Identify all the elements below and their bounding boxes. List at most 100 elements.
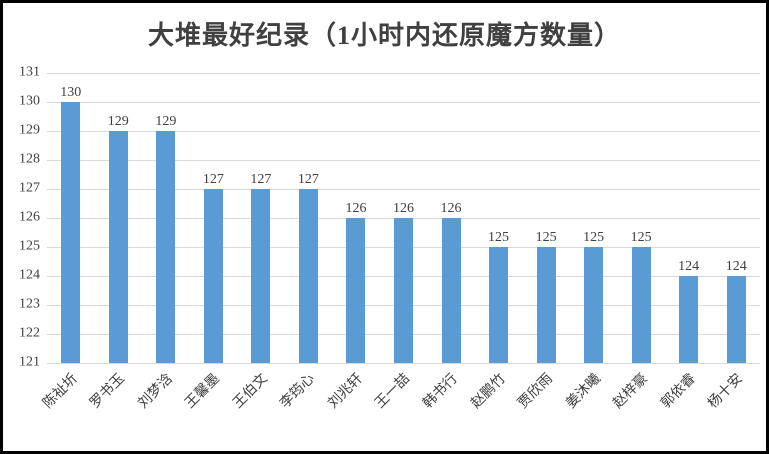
x-cell: 赵梓豪 xyxy=(611,363,665,451)
chart-body: 121 122 123 124 125 126 127 128 129 130 131 130 129… xyxy=(3,65,760,451)
bar-value-label: 130 xyxy=(60,85,82,100)
y-tick-label: 123 xyxy=(19,296,40,312)
bar-value-label: 124 xyxy=(725,259,747,274)
plot-wrap: 130 129 129 127 127 127 126 126 126 125 125 125 125 1… xyxy=(40,73,760,451)
bar-column: 126 xyxy=(427,73,475,363)
bar-value-label: 129 xyxy=(107,114,129,129)
bar-value-label: 124 xyxy=(678,259,700,274)
bar-value-label: 127 xyxy=(250,172,272,187)
bar-column: 126 xyxy=(380,73,428,363)
bar[interactable] xyxy=(203,189,223,363)
bar[interactable] xyxy=(251,189,271,363)
chart-title: 大堆最好纪录（1小时内还原魔方数量） xyxy=(147,21,621,50)
bar-column: 127 xyxy=(237,73,285,363)
bar-value-label: 127 xyxy=(202,172,224,187)
bar-column: 125 xyxy=(570,73,618,363)
y-tick-label: 125 xyxy=(19,238,40,254)
gridline xyxy=(47,189,760,190)
bar[interactable] xyxy=(489,247,509,363)
bar-column: 129 xyxy=(142,73,190,363)
bar[interactable] xyxy=(726,276,746,363)
y-tick-label: 130 xyxy=(19,93,40,109)
bar-value-label: 126 xyxy=(345,201,367,216)
x-tick-label: 赵鹏竹 xyxy=(468,371,509,412)
x-cell: 王馨墨 xyxy=(183,363,238,451)
x-tick-label: 郭依睿 xyxy=(658,371,699,412)
y-tick-label: 128 xyxy=(19,151,40,167)
bar-column: 127 xyxy=(285,73,333,363)
gridline xyxy=(47,160,760,161)
x-tick-label: 王伯文 xyxy=(230,371,271,412)
bar[interactable] xyxy=(156,131,176,363)
bars: 130 129 129 127 127 127 126 126 126 125 125 125 125 1… xyxy=(47,73,760,363)
bar-column: 125 xyxy=(475,73,523,363)
x-tick-label: 杨十安 xyxy=(705,371,747,412)
bar-column: 125 xyxy=(617,73,665,363)
y-tick-label: 124 xyxy=(19,267,40,283)
bar[interactable] xyxy=(679,276,699,363)
x-tick-label: 罗书玉 xyxy=(87,371,129,412)
x-tick-label: 李筠心 xyxy=(278,371,319,412)
x-tick-label: 王馨墨 xyxy=(182,371,224,412)
bar[interactable] xyxy=(584,247,604,363)
bar-column: 129 xyxy=(95,73,143,363)
bar[interactable] xyxy=(298,189,318,363)
bar-value-label: 125 xyxy=(488,230,510,245)
x-tick-label: 贾欣雨 xyxy=(515,371,556,412)
y-tick-label: 126 xyxy=(19,209,40,225)
bar-column: 126 xyxy=(332,73,380,363)
y-tick-label: 129 xyxy=(19,122,40,138)
bar-value-label: 126 xyxy=(392,201,414,216)
plot-area: 130 129 129 127 127 127 126 126 126 125 125 125 125 1… xyxy=(47,73,760,364)
x-cell: 刘兆轩 xyxy=(326,363,380,451)
bar[interactable] xyxy=(393,218,413,363)
x-tick-label: 姜沐曦 xyxy=(563,371,604,412)
bar-column: 130 xyxy=(47,73,95,363)
x-cell: 韩书行 xyxy=(421,363,475,451)
x-cell: 赵鹏竹 xyxy=(468,363,523,451)
bar-value-label: 125 xyxy=(630,230,652,245)
x-cell: 李筠心 xyxy=(278,363,333,451)
bar-value-label: 129 xyxy=(155,114,177,129)
x-tick-label: 赵梓豪 xyxy=(610,371,652,412)
x-cell: 郭依睿 xyxy=(658,363,713,451)
bar-column: 124 xyxy=(712,73,760,363)
x-cell: 罗书玉 xyxy=(88,363,143,451)
bar-value-label: 126 xyxy=(440,201,462,216)
x-cell: 王一喆 xyxy=(373,363,428,451)
x-tick-label: 陈祉圻 xyxy=(40,371,81,412)
bar[interactable] xyxy=(61,102,81,363)
bar[interactable] xyxy=(346,218,366,363)
x-cell: 刘梦浛 xyxy=(135,363,190,451)
y-tick-label: 122 xyxy=(19,325,40,341)
x-cell: 贾欣雨 xyxy=(516,363,570,451)
x-tick-label: 王一喆 xyxy=(373,371,414,412)
x-cell: 陈祉圻 xyxy=(40,363,95,451)
y-tick-label: 131 xyxy=(19,64,40,80)
x-axis: 陈祉圻 罗书玉 刘梦浛 王馨墨 王伯文 李筠心 刘兆轩 王一喆 韩书行 赵鹏竹 贾欣雨 姜沐曦 赵梓豪郭… xyxy=(40,363,760,451)
bar-column: 124 xyxy=(665,73,713,363)
gridline xyxy=(47,363,760,364)
bar-value-label: 127 xyxy=(297,172,319,187)
y-axis: 121 122 123 124 125 126 127 128 129 130 131 xyxy=(3,65,47,370)
bar[interactable] xyxy=(631,247,651,363)
x-tick-label: 韩书行 xyxy=(420,371,461,412)
x-cell: 王伯文 xyxy=(230,363,285,451)
bar[interactable] xyxy=(536,247,556,363)
y-tick-label: 121 xyxy=(19,354,40,370)
bar[interactable] xyxy=(108,131,128,363)
x-cell: 姜沐曦 xyxy=(563,363,618,451)
x-cell: 杨十安 xyxy=(706,363,760,451)
gridline xyxy=(47,131,760,132)
bar-column: 125 xyxy=(522,73,570,363)
gridline xyxy=(47,73,760,74)
gridline xyxy=(47,102,760,103)
bar-column: 127 xyxy=(190,73,238,363)
y-tick-label: 127 xyxy=(19,180,40,196)
x-tick-label: 刘梦浛 xyxy=(135,371,176,412)
bar-value-label: 125 xyxy=(583,230,605,245)
bar-value-label: 125 xyxy=(535,230,557,245)
x-tick-label: 刘兆轩 xyxy=(325,371,366,412)
bar[interactable] xyxy=(441,218,461,363)
